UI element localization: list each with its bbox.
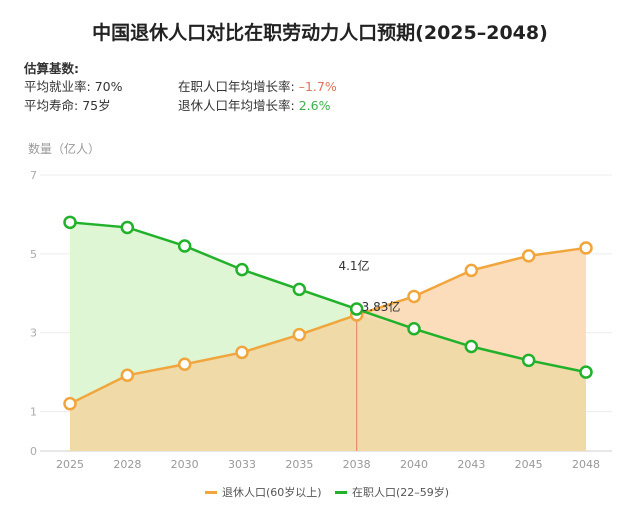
work-growth-value: –1.7% [298, 79, 337, 94]
overlap-area [70, 314, 586, 451]
retired-point [292, 327, 307, 342]
legend-item-retired[interactable]: 退休人口(60岁以上) [205, 484, 322, 500]
x-tick-label: 2035 [285, 458, 313, 471]
x-tick-label: 2038 [343, 458, 371, 471]
employment-value: 70% [94, 79, 123, 94]
basis-work-growth: 在职人口年均增长率: –1.7% [178, 76, 337, 95]
basis-employment: 平均就业率: 70% [24, 76, 123, 95]
x-tick-label: 3033 [228, 458, 256, 471]
x-tick-label: 2025 [56, 458, 84, 471]
retired-point [120, 368, 135, 383]
retired-point [464, 263, 479, 278]
working-point [579, 365, 593, 379]
working-point [63, 215, 77, 230]
life-value: 75岁 [82, 98, 111, 113]
working-point [349, 302, 364, 316]
x-tick-label: 2040 [400, 458, 428, 471]
legend-swatch-retired [205, 490, 217, 494]
y-tick-label: 5 [30, 248, 37, 261]
working-point [464, 339, 479, 354]
legend-label-working: 在职人口(22–59岁) [352, 486, 450, 499]
retired-point [235, 345, 249, 360]
employment-label: 平均就业率: [24, 79, 91, 94]
annotation-label: 4.1亿 [338, 258, 369, 273]
y-tick-label: 7 [30, 169, 37, 182]
retired-point [177, 357, 192, 372]
retired-point [521, 249, 536, 263]
y-tick-label: 1 [30, 406, 37, 419]
working-point [407, 322, 421, 336]
x-tick-label: 2048 [572, 458, 600, 471]
ret-growth-label: 退休人口年均增长率: [178, 98, 295, 113]
x-tick-label: 2028 [113, 458, 141, 471]
y-tick-label: 3 [30, 327, 37, 340]
legend-item-working[interactable]: 在职人口(22–59岁) [335, 484, 449, 500]
ret-growth-value: 2.6% [298, 98, 331, 113]
y-tick-label: 0 [30, 445, 37, 458]
working-point [235, 262, 249, 277]
legend-swatch-working [335, 490, 347, 494]
y-axis-label: 数量（亿人） [28, 142, 101, 156]
working-point [521, 353, 536, 368]
x-tick-label: 2045 [515, 458, 543, 471]
working-line [69, 221, 587, 374]
basis-heading: 估算基数: [24, 61, 79, 76]
basis-life-expectancy: 平均寿命: 75岁 [24, 95, 111, 114]
retired-line [69, 246, 587, 405]
legend-label-retired: 退休人口(60岁以上) [222, 486, 322, 499]
work-growth-label: 在职人口年均增长率: [178, 79, 295, 94]
working-point [292, 282, 307, 297]
basis-retired-growth: 退休人口年均增长率: 2.6% [178, 95, 330, 114]
working-point [177, 239, 192, 253]
retired-point [407, 289, 421, 304]
chart-title: 中国退休人口对比在职劳动力人口预期(2025–2048) [92, 22, 548, 44]
x-tick-label: 2043 [457, 458, 485, 471]
retired-point [63, 396, 77, 411]
life-label: 平均寿命: [24, 98, 79, 113]
x-tick-label: 2030 [171, 458, 199, 471]
working-point [120, 220, 135, 235]
annotation-label: 3.83亿 [362, 299, 401, 314]
retired-point [579, 241, 593, 255]
